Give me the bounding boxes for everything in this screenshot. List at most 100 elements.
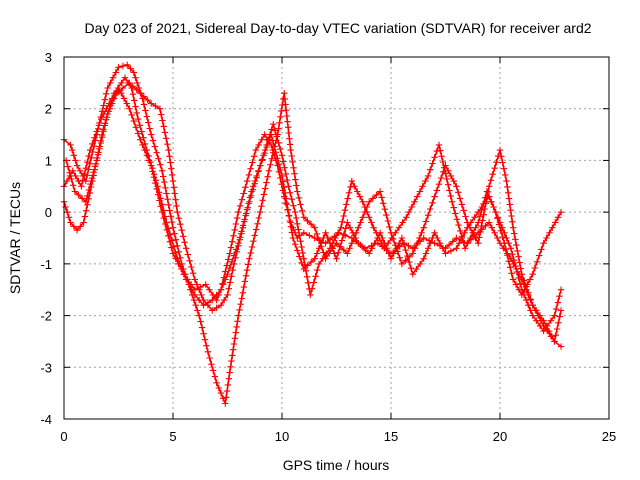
data-point	[97, 139, 104, 147]
data-point	[104, 84, 111, 92]
data-point	[448, 198, 456, 205]
data-point	[505, 189, 512, 196]
data-point	[169, 250, 177, 257]
data-point	[261, 150, 268, 157]
data-point	[172, 196, 179, 203]
data-point	[293, 182, 300, 189]
data-point	[512, 281, 520, 288]
data-point	[527, 307, 534, 314]
data-point	[239, 222, 247, 229]
data-point	[294, 188, 301, 195]
data-point	[444, 181, 452, 188]
data-point	[307, 291, 314, 299]
data-point	[194, 307, 201, 314]
data-point	[274, 162, 281, 169]
data-point	[328, 245, 336, 252]
x-axis-label: GPS time / hours	[283, 457, 390, 473]
data-point	[97, 115, 105, 123]
data-point	[81, 171, 88, 178]
data-point	[282, 107, 290, 114]
data-point	[170, 184, 178, 191]
x-tick-label: 15	[384, 429, 398, 444]
data-point	[296, 253, 303, 260]
data-point	[406, 258, 413, 266]
data-point	[165, 232, 172, 239]
data-point	[280, 158, 287, 165]
data-point	[348, 177, 355, 185]
data-point	[381, 206, 388, 213]
data-point	[280, 184, 288, 191]
data-point	[288, 152, 295, 160]
data-point	[278, 152, 286, 159]
data-point	[200, 330, 207, 337]
data-point	[140, 101, 148, 108]
data-point	[109, 74, 117, 81]
data-point	[478, 203, 485, 211]
data-point	[349, 229, 357, 236]
data-point	[546, 229, 553, 236]
data-point	[439, 245, 446, 252]
data-point	[96, 145, 103, 152]
data-point	[100, 128, 107, 135]
data-point	[168, 165, 175, 172]
data-point	[472, 224, 479, 231]
data-point	[131, 97, 138, 104]
data-point	[165, 225, 172, 232]
y-axis-label: SDTVAR / TECUs	[7, 182, 23, 294]
data-point	[291, 208, 299, 216]
data-point	[70, 223, 77, 230]
data-point	[442, 170, 449, 177]
data-point	[258, 157, 265, 164]
data-point	[503, 234, 510, 242]
data-point	[299, 249, 306, 257]
data-point	[85, 166, 92, 173]
data-point	[208, 361, 215, 368]
data-point	[284, 206, 292, 213]
data-point	[403, 214, 410, 221]
data-point	[250, 238, 257, 245]
data-point	[509, 276, 517, 283]
data-point	[357, 219, 364, 226]
data-point	[219, 395, 227, 402]
data-point	[304, 262, 311, 269]
data-point	[101, 96, 109, 103]
data-point	[172, 255, 179, 262]
data-point	[286, 217, 294, 225]
data-point	[177, 254, 184, 261]
data-point	[386, 223, 393, 231]
data-point	[296, 232, 303, 239]
data-point	[487, 177, 495, 184]
data-point	[233, 323, 240, 331]
x-tick-label: 20	[493, 429, 507, 444]
data-point	[482, 198, 489, 205]
data-point	[488, 224, 495, 231]
data-point	[552, 219, 559, 226]
data-point	[458, 201, 465, 208]
data-point	[416, 188, 424, 195]
data-point	[499, 224, 506, 231]
data-point	[366, 214, 373, 221]
data-point	[294, 220, 301, 227]
data-point	[155, 155, 162, 162]
data-point	[258, 203, 265, 210]
data-point	[89, 140, 96, 148]
data-point	[213, 304, 220, 311]
data-point	[108, 100, 116, 107]
data-point	[123, 100, 130, 107]
data-point	[270, 121, 277, 128]
data-point	[405, 242, 412, 249]
data-point	[252, 146, 259, 154]
data-point	[509, 218, 516, 225]
data-point	[460, 239, 467, 246]
data-point	[437, 147, 444, 154]
data-point	[158, 111, 165, 118]
data-point	[429, 199, 436, 206]
data-point	[163, 219, 170, 226]
data-point	[344, 195, 351, 202]
data-point	[304, 217, 311, 224]
data-point	[318, 240, 325, 247]
data-point	[169, 177, 177, 185]
data-point	[226, 279, 234, 286]
data-point	[338, 237, 346, 244]
data-point	[424, 212, 432, 219]
